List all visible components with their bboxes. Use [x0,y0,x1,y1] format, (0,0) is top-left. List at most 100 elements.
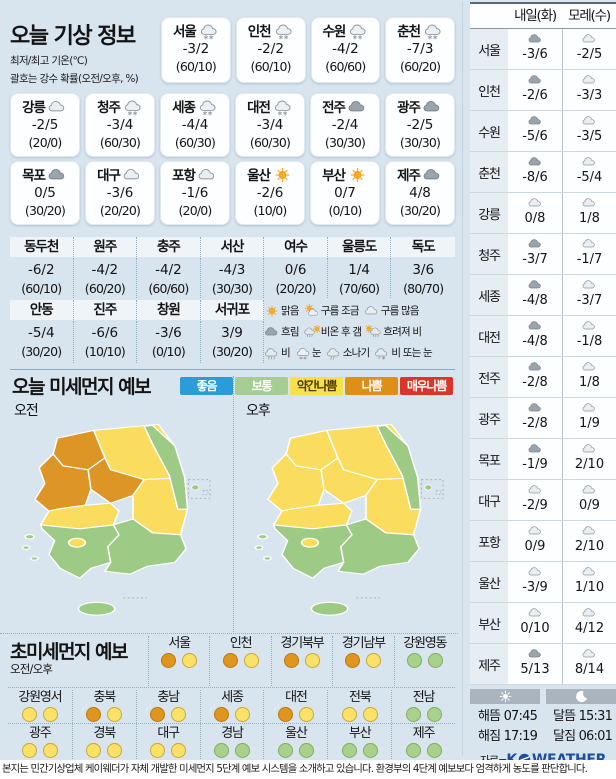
day-after-forecast: -3/3 [562,70,616,110]
temp-range: 1/8 [579,211,600,226]
dust-circle-pm [42,743,58,758]
cloud-light-icon [563,565,616,579]
astro-time: 해짐 17:19 [477,729,538,744]
temp-range: 1/4 [348,262,370,278]
cloud-dark-icon [508,114,562,128]
city-name: 광주 [470,398,508,438]
region-name: 대전 [285,690,308,705]
city-name: 원주 [73,237,138,257]
legend-label: 비 [281,347,291,359]
tomorrow-forecast: 5/13 [508,644,562,684]
ultrafine-region-cell: 충북 [71,690,136,725]
dust-circle-am [277,707,293,722]
sidebar-forecast-row: 세종 -4/8 -3/7 [470,275,616,316]
precip-prob: (20/0) [28,135,62,150]
legend-label: 소나기 [342,347,370,359]
dust-circle-am [86,707,102,722]
city-name: 안동 [10,300,74,320]
temp-range: -4/3 [218,262,246,278]
header-spacer [470,4,508,28]
precip-prob: (30/20) [24,203,66,218]
region-name: 울산 [285,726,308,741]
dust-circle-pm [107,743,123,758]
dust-circle-am [345,653,361,668]
region-name: 대구 [157,726,180,741]
legend-label: 비온 후 갬 [320,326,362,338]
cloud-light-icon [508,483,562,497]
city-name: 목포 [470,439,508,479]
astro-time: 달뜸 15:31 [552,709,613,724]
weather-card: 대구 -3/6 (20/20) [85,161,155,225]
legend-label: 흐림 [281,326,300,338]
precip-prob: (0/10) [328,203,362,218]
ulleungdo-box [420,479,444,499]
dust-circle-am [406,653,422,668]
dust-level-pill: 좋음 [180,377,233,395]
cloud-dark-icon [45,168,68,184]
dust-circle-pm [304,653,320,668]
city-name: 인천 [247,24,272,40]
weather-icon-legend: 맑음 구름 조금 구름 많음 흐림 비온 후 갬 흐려져 비 비 눈 소나기 비 또는 눈 [264,300,455,364]
section-divider [10,369,455,370]
precip-prob: (30/30) [399,135,441,150]
subtitle-precip: 괄호는 강수 확률(오전/오후, %) [10,73,139,85]
page-title: 오늘 기상 정보 [10,24,136,49]
dust-circle-am [277,743,293,758]
sun-rain-icon [366,324,382,339]
forecast-table-header: 내일(화) 모레(수) [470,4,616,29]
weather-card: 제주 4/8 (30/20) [385,161,455,225]
cloud-light-icon [508,606,562,620]
day-after-forecast: 2/10 [562,521,616,561]
region-name: 충북 [93,690,117,705]
city-name: 포항 [470,521,508,561]
city-values: -5/4 (30/20) [10,321,74,363]
precip-prob: (60/10) [21,281,62,296]
temp-range: -4/4 [181,117,209,133]
city-values: -6/6 (10/10) [74,321,138,363]
temp-range: -3/4 [106,117,134,133]
sidebar-forecast-row: 서울 -3/6 -2/5 [470,29,616,70]
cloud-dark-icon [508,32,562,46]
cloud-light-icon [508,196,562,210]
ultrafine-subtitle: 오전/오후 [10,662,53,676]
weather-card: 광주 -2/5 (30/30) [385,93,455,157]
precip-prob: (30/20) [399,203,441,218]
sun-icon [264,304,280,318]
tomorrow-forecast: -2/6 [508,70,562,110]
city-name: 서귀포 [200,300,265,320]
footer-note: 본지는 민간기상업체 케이웨더가 자체 개발한 미세먼지 5단계 예보 시스템을… [0,760,616,779]
rain-icon [264,346,280,360]
cloud-dark-icon [508,73,562,87]
day-after-forecast: 1/10 [562,562,616,602]
region-name: 경기북부 [280,636,324,651]
city-name: 광주 [397,100,421,116]
city-name: 강릉 [22,100,46,116]
snow-icon [120,100,143,116]
city-name: 대구 [470,480,508,520]
ultrafine-region-cell: 전남 [391,690,455,725]
day-after-forecast: -3/5 [562,111,616,151]
ultrafine-region-cell: 울산 [263,726,327,761]
temp-range: -4/2 [155,262,182,278]
day-after-column-header: 모레(수) [568,8,611,24]
dust-circle-pm [182,653,198,668]
dust-map-am [7,417,217,625]
day-after-forecast: 0/9 [562,480,616,520]
ultrafine-row-3: 광주 경북 대구 경남 울산 부산 제주 [8,723,455,761]
astro-times: 해뜸 07:45 달뜸 15:31 해짐 17:19 달짐 06:01 [470,707,616,747]
temp-range: -2/5 [576,47,603,62]
day-after-forecast: -1/7 [562,234,616,274]
snow-icon [271,24,294,40]
sidebar-edge-line [462,2,463,756]
cloud-light-icon [563,319,616,333]
day-after-forecast: -2/5 [562,29,616,69]
precip-prob: (30/20) [211,344,253,359]
ultrafine-region-cell: 세종 [199,690,264,725]
tomorrow-forecast: -3/6 [508,29,562,69]
sidebar-forecast-row: 포항 0/9 2/10 [470,521,616,562]
city-name: 충주 [137,237,201,257]
weather-card: 인천 -2/2 (60/10) [235,17,306,83]
tomorrow-forecast: -4/8 [508,316,562,356]
region-name: 인천 [229,636,253,651]
